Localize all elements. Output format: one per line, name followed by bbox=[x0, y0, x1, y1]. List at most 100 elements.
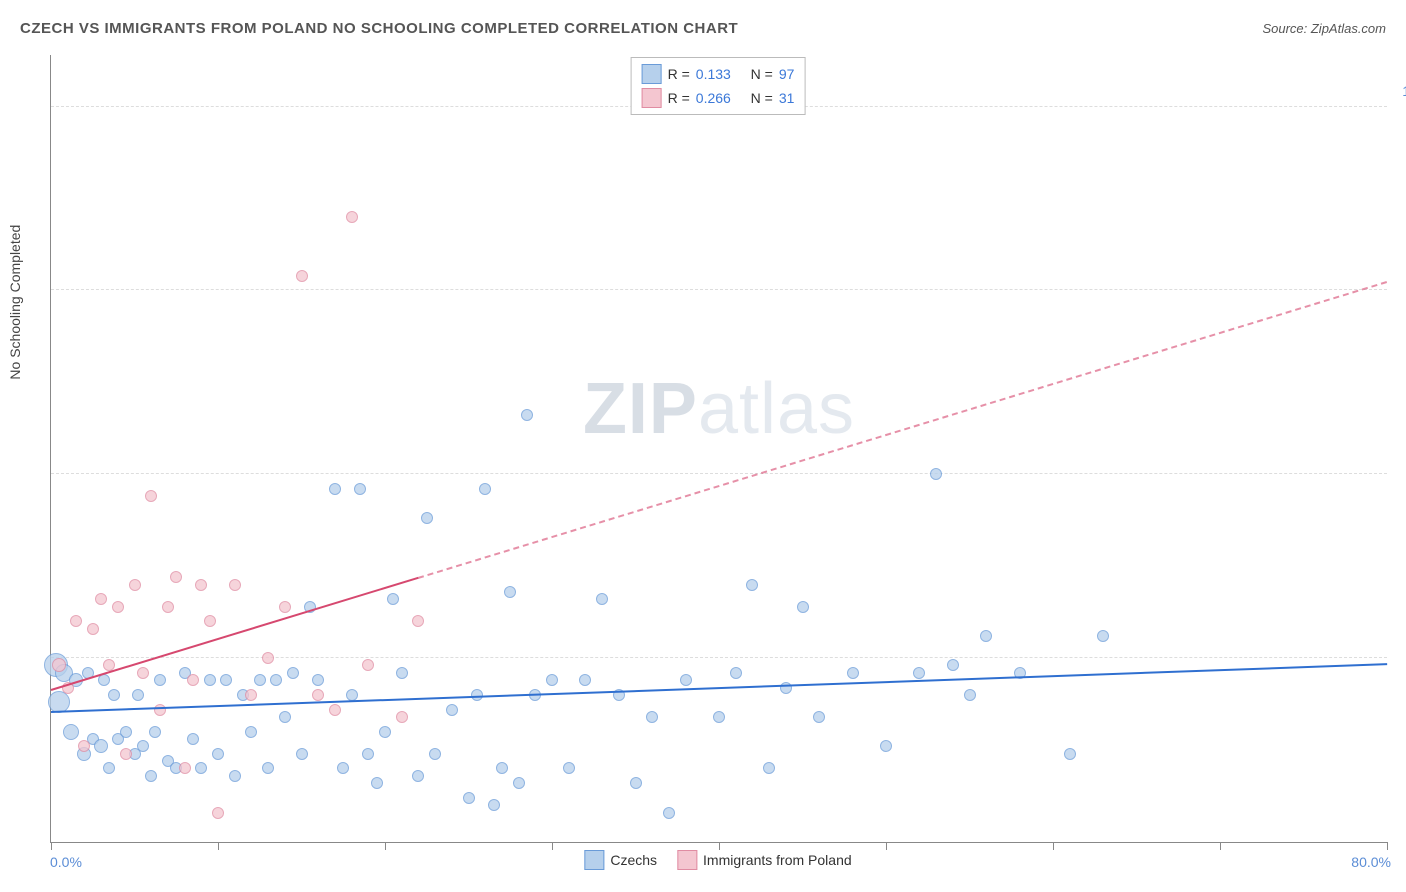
data-point bbox=[930, 468, 942, 480]
data-point bbox=[421, 512, 433, 524]
data-point bbox=[170, 571, 182, 583]
data-point bbox=[296, 270, 308, 282]
data-point bbox=[362, 659, 374, 671]
data-point bbox=[204, 615, 216, 627]
n-label: N = bbox=[751, 66, 773, 82]
data-point bbox=[362, 748, 374, 760]
data-point bbox=[103, 762, 115, 774]
data-point bbox=[513, 777, 525, 789]
data-point bbox=[212, 807, 224, 819]
data-point bbox=[279, 711, 291, 723]
x-tick bbox=[1387, 842, 1388, 850]
r-value-czechs: 0.133 bbox=[696, 66, 731, 82]
data-point bbox=[337, 762, 349, 774]
gridline bbox=[51, 473, 1387, 474]
data-point bbox=[129, 579, 141, 591]
data-point bbox=[162, 601, 174, 613]
data-point bbox=[813, 711, 825, 723]
data-point bbox=[137, 740, 149, 752]
data-point bbox=[179, 762, 191, 774]
data-point bbox=[296, 748, 308, 760]
x-tick bbox=[886, 842, 887, 850]
n-value-czechs: 97 bbox=[779, 66, 795, 82]
data-point bbox=[87, 623, 99, 635]
data-point bbox=[463, 792, 475, 804]
data-point bbox=[763, 762, 775, 774]
data-point bbox=[680, 674, 692, 686]
swatch-czechs bbox=[642, 64, 662, 84]
data-point bbox=[204, 674, 216, 686]
data-point bbox=[354, 483, 366, 495]
chart-title: CZECH VS IMMIGRANTS FROM POLAND NO SCHOO… bbox=[20, 20, 738, 37]
data-point bbox=[396, 711, 408, 723]
watermark: ZIPatlas bbox=[583, 368, 855, 450]
data-point bbox=[95, 593, 107, 605]
data-point bbox=[847, 667, 859, 679]
data-point bbox=[1064, 748, 1076, 760]
data-point bbox=[154, 674, 166, 686]
swatch-poland-icon bbox=[677, 850, 697, 870]
data-point bbox=[220, 674, 232, 686]
data-point bbox=[245, 726, 257, 738]
data-point bbox=[663, 807, 675, 819]
data-point bbox=[412, 770, 424, 782]
data-point bbox=[488, 799, 500, 811]
data-point bbox=[579, 674, 591, 686]
x-tick bbox=[51, 842, 52, 850]
data-point bbox=[262, 652, 274, 664]
legend-label-czechs: Czechs bbox=[610, 852, 657, 868]
data-point bbox=[412, 615, 424, 627]
data-point bbox=[270, 674, 282, 686]
data-point bbox=[746, 579, 758, 591]
data-point bbox=[346, 211, 358, 223]
data-point bbox=[429, 748, 441, 760]
data-point bbox=[132, 689, 144, 701]
gridline bbox=[51, 657, 1387, 658]
legend-stats-row-poland: R = 0.266 N = 31 bbox=[642, 86, 795, 110]
data-point bbox=[63, 724, 79, 740]
watermark-atlas: atlas bbox=[698, 369, 855, 449]
data-point bbox=[78, 740, 90, 752]
data-point bbox=[279, 601, 291, 613]
trendline bbox=[51, 577, 419, 691]
chart-header: CZECH VS IMMIGRANTS FROM POLAND NO SCHOO… bbox=[20, 20, 1386, 37]
data-point bbox=[112, 601, 124, 613]
r-label: R = bbox=[668, 90, 690, 106]
data-point bbox=[1097, 630, 1109, 642]
source-attribution: Source: ZipAtlas.com bbox=[1262, 21, 1386, 36]
data-point bbox=[229, 579, 241, 591]
data-point bbox=[646, 711, 658, 723]
data-point bbox=[329, 483, 341, 495]
legend-series: Czechs Immigrants from Poland bbox=[584, 850, 851, 870]
data-point bbox=[154, 704, 166, 716]
legend-stats-row-czechs: R = 0.133 N = 97 bbox=[642, 62, 795, 86]
legend-item-poland: Immigrants from Poland bbox=[677, 850, 852, 870]
data-point bbox=[212, 748, 224, 760]
data-point bbox=[797, 601, 809, 613]
legend-label-poland: Immigrants from Poland bbox=[703, 852, 852, 868]
data-point bbox=[596, 593, 608, 605]
plot-region: ZIPatlas 2.5%5.0%7.5%10.0% bbox=[50, 55, 1387, 843]
data-point bbox=[195, 579, 207, 591]
data-point bbox=[396, 667, 408, 679]
data-point bbox=[108, 689, 120, 701]
watermark-zip: ZIP bbox=[583, 369, 698, 449]
y-axis-label: No Schooling Completed bbox=[7, 224, 23, 379]
x-tick bbox=[385, 842, 386, 850]
legend-stats: R = 0.133 N = 97 R = 0.266 N = 31 bbox=[631, 57, 806, 115]
data-point bbox=[563, 762, 575, 774]
y-tick-label: 10.0% bbox=[1402, 83, 1406, 99]
data-point bbox=[947, 659, 959, 671]
chart-area: ZIPatlas 2.5%5.0%7.5%10.0% No Schooling … bbox=[50, 55, 1386, 842]
data-point bbox=[379, 726, 391, 738]
data-point bbox=[287, 667, 299, 679]
data-point bbox=[329, 704, 341, 716]
data-point bbox=[145, 490, 157, 502]
x-tick bbox=[1220, 842, 1221, 850]
x-tick bbox=[719, 842, 720, 850]
data-point bbox=[94, 739, 108, 753]
data-point bbox=[980, 630, 992, 642]
data-point bbox=[371, 777, 383, 789]
x-tick bbox=[218, 842, 219, 850]
x-axis-min-label: 0.0% bbox=[50, 854, 82, 870]
